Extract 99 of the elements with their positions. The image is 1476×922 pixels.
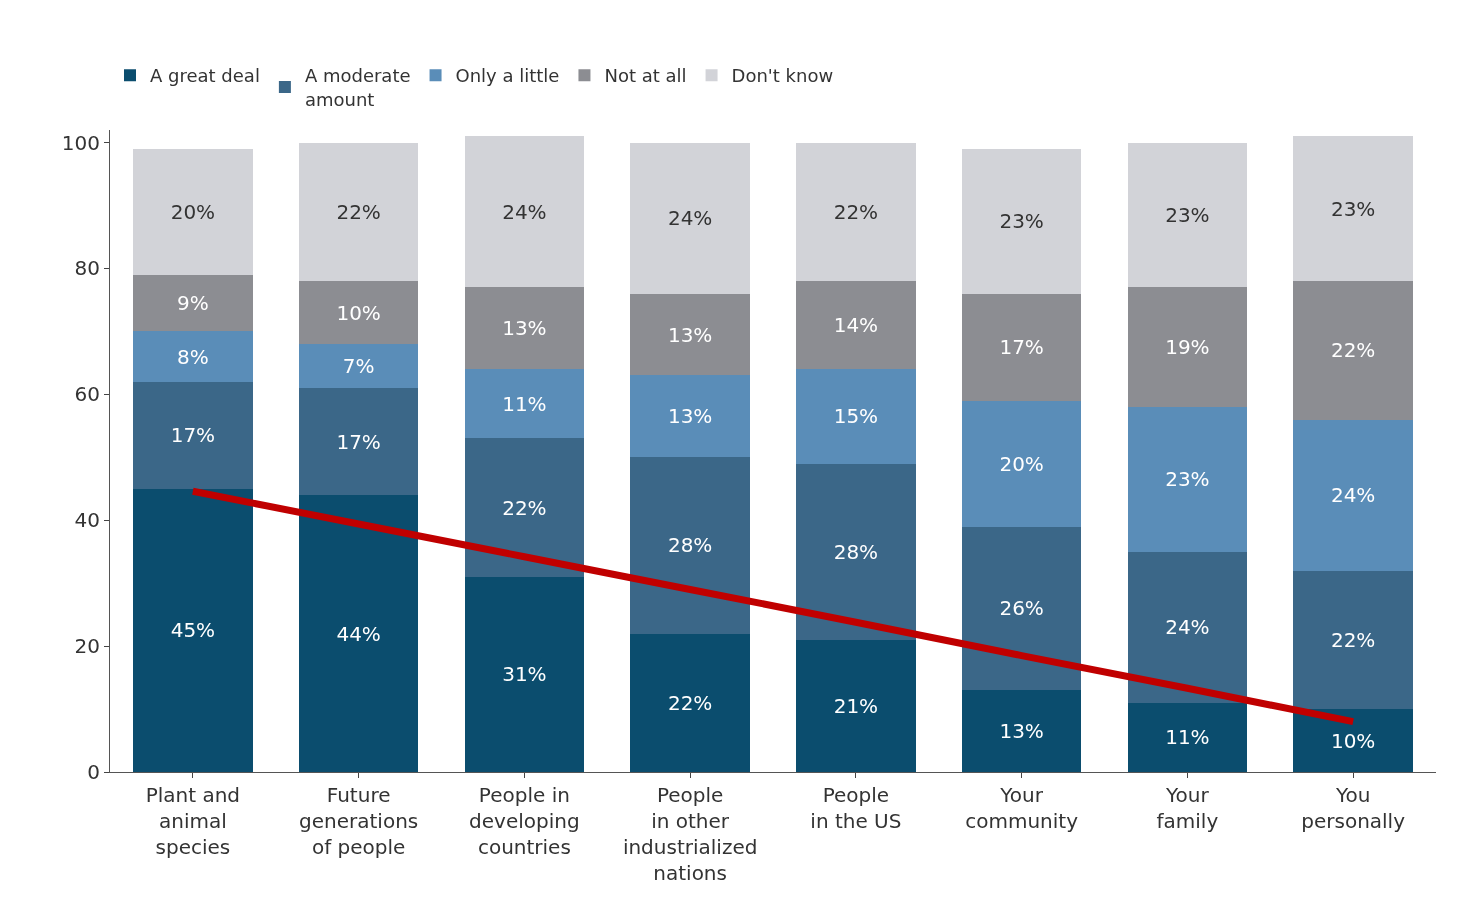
- data-label: 24%: [1165, 615, 1210, 640]
- legend-label: A great deal: [150, 65, 260, 87]
- bar: [133, 274, 253, 332]
- data-label: 22%: [1330, 627, 1376, 652]
- data-label: 44%: [336, 621, 381, 646]
- data-label: 22%: [667, 690, 713, 715]
- x-tick-label: You personally: [1301, 783, 1406, 833]
- bar: [133, 488, 253, 772]
- y-tick-label: 100: [61, 130, 100, 155]
- data-label: 13%: [999, 719, 1044, 744]
- bar: [298, 281, 419, 344]
- bar: [1127, 287, 1248, 407]
- bar: [796, 142, 916, 282]
- bar: [133, 148, 253, 275]
- data-label: 22%: [833, 199, 879, 224]
- data-label: 24%: [502, 199, 547, 224]
- data-label: 24%: [667, 206, 713, 231]
- data-label: 11%: [1165, 725, 1210, 750]
- bar: [1293, 419, 1413, 571]
- y-tick-label: 80: [74, 256, 100, 281]
- data-label: 23%: [1165, 202, 1210, 227]
- y-tick-label: 60: [74, 382, 100, 407]
- data-label: 23%: [1165, 467, 1210, 492]
- x-tick-label: People in other industrialized nations: [622, 783, 758, 885]
- bar: [630, 457, 750, 634]
- data-label: 31%: [502, 662, 547, 687]
- legend-label: Not at all: [604, 65, 687, 87]
- bar: [1127, 551, 1248, 703]
- bar: [464, 369, 585, 439]
- data-label: 10%: [336, 300, 381, 325]
- x-tick-label: Plant and animal species: [145, 783, 241, 859]
- data-label: 11%: [502, 391, 547, 416]
- data-label: 17%: [170, 423, 216, 448]
- legend-label: A moderate amount: [304, 65, 411, 110]
- bar: [796, 369, 916, 464]
- x-tick-label: People in developing countries: [469, 783, 580, 859]
- bar: [630, 142, 750, 294]
- bar: [796, 463, 916, 640]
- data-label: 20%: [999, 451, 1044, 476]
- data-label: 23%: [1330, 196, 1376, 221]
- legend-label: Only a little: [455, 65, 560, 87]
- bar: [796, 281, 916, 370]
- bar: [133, 331, 253, 382]
- data-label: 13%: [667, 322, 713, 347]
- y-tick-label: 0: [87, 760, 100, 784]
- bar: [298, 142, 419, 282]
- bar: [630, 375, 750, 458]
- bar: [1127, 702, 1248, 772]
- x-tick-label: People in the US: [810, 783, 902, 833]
- data-label: 22%: [336, 199, 381, 224]
- bar: [464, 136, 585, 288]
- data-label: 20%: [170, 199, 216, 224]
- data-label: 21%: [833, 693, 879, 718]
- bar: [796, 639, 916, 772]
- data-label: 8%: [177, 344, 209, 369]
- data-label: 26%: [999, 596, 1044, 621]
- bar: [630, 293, 750, 376]
- bar: [1293, 709, 1413, 772]
- bar: [1293, 136, 1413, 282]
- bar: [961, 526, 1082, 691]
- legend-label: Don't know: [731, 65, 834, 87]
- data-label: 28%: [833, 539, 879, 564]
- bar: [1127, 406, 1248, 552]
- data-label: 17%: [999, 335, 1044, 360]
- bar: [464, 438, 585, 577]
- data-label: 23%: [999, 209, 1044, 234]
- bar: [630, 633, 750, 772]
- bar: [298, 344, 419, 389]
- data-label: 24%: [1330, 483, 1376, 508]
- bar: [298, 388, 419, 496]
- data-label: 19%: [1165, 335, 1210, 360]
- bar: [1293, 281, 1413, 420]
- data-label: 13%: [667, 404, 713, 429]
- data-label: 28%: [667, 533, 713, 558]
- x-tick-label: Your community: [965, 783, 1079, 833]
- data-label: 7%: [342, 354, 375, 379]
- bar: [961, 690, 1082, 772]
- data-label: 15%: [833, 404, 879, 429]
- bar: [961, 293, 1082, 401]
- data-label: 45%: [170, 618, 216, 643]
- bar: [1293, 570, 1413, 710]
- data-label: 22%: [1330, 338, 1376, 363]
- x-tick-label: Future generations of people: [299, 783, 419, 859]
- data-label: 9%: [177, 291, 209, 316]
- y-tick-label: 20: [74, 634, 100, 659]
- bar: [298, 495, 419, 772]
- bar: [961, 148, 1082, 294]
- data-label: 13%: [502, 316, 547, 341]
- data-label: 10%: [1330, 728, 1376, 753]
- data-label: 14%: [833, 313, 879, 338]
- bar: [1127, 142, 1248, 288]
- bar: [464, 287, 585, 370]
- bar: [464, 576, 585, 772]
- data-label: 17%: [336, 429, 381, 454]
- data-label: 22%: [502, 495, 547, 520]
- bar: [961, 400, 1082, 527]
- y-tick-label: 40: [74, 508, 100, 533]
- bar: [133, 381, 253, 489]
- x-tick-label: Your family: [1156, 783, 1219, 833]
